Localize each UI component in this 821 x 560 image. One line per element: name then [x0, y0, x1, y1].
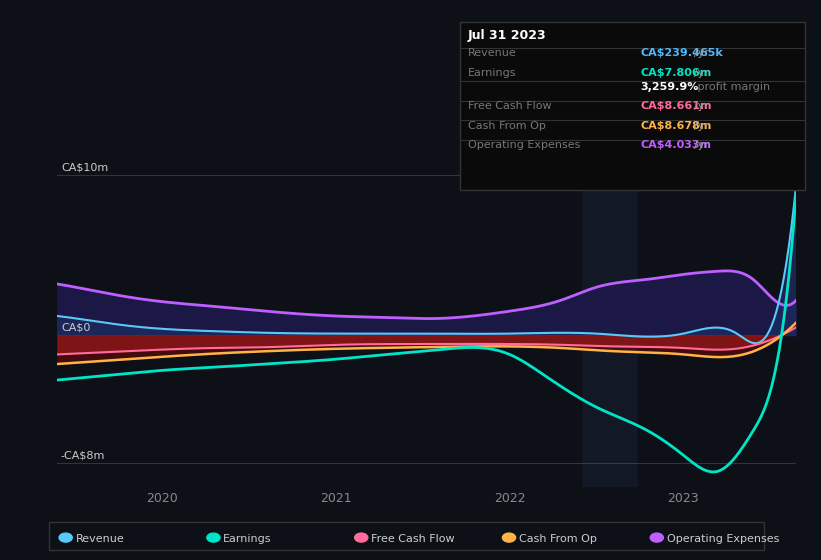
- Text: Jul 31 2023: Jul 31 2023: [468, 29, 547, 42]
- Text: Cash From Op: Cash From Op: [468, 121, 546, 131]
- Text: /yr: /yr: [694, 68, 709, 78]
- Text: Free Cash Flow: Free Cash Flow: [468, 101, 552, 111]
- Text: CA$10m: CA$10m: [61, 162, 108, 172]
- Text: CA$7.806m: CA$7.806m: [640, 68, 712, 78]
- Text: Earnings: Earnings: [223, 534, 272, 544]
- Text: 3,259.9%: 3,259.9%: [640, 82, 699, 92]
- Text: Free Cash Flow: Free Cash Flow: [371, 534, 455, 544]
- Text: CA$4.033m: CA$4.033m: [640, 141, 711, 151]
- Text: Earnings: Earnings: [468, 68, 516, 78]
- Text: /yr: /yr: [694, 121, 709, 131]
- Text: -CA$8m: -CA$8m: [61, 450, 105, 460]
- Text: profit margin: profit margin: [694, 82, 770, 92]
- Text: Operating Expenses: Operating Expenses: [667, 534, 779, 544]
- Text: CA$239.465k: CA$239.465k: [640, 48, 723, 58]
- Text: Operating Expenses: Operating Expenses: [468, 141, 580, 151]
- Text: CA$8.678m: CA$8.678m: [640, 121, 712, 131]
- Text: Revenue: Revenue: [468, 48, 516, 58]
- Text: /yr: /yr: [694, 101, 709, 111]
- Text: Revenue: Revenue: [76, 534, 124, 544]
- Text: /yr: /yr: [694, 141, 709, 151]
- Text: Cash From Op: Cash From Op: [519, 534, 597, 544]
- Text: CA$0: CA$0: [61, 322, 90, 332]
- Text: /yr: /yr: [694, 48, 709, 58]
- Text: CA$8.661m: CA$8.661m: [640, 101, 712, 111]
